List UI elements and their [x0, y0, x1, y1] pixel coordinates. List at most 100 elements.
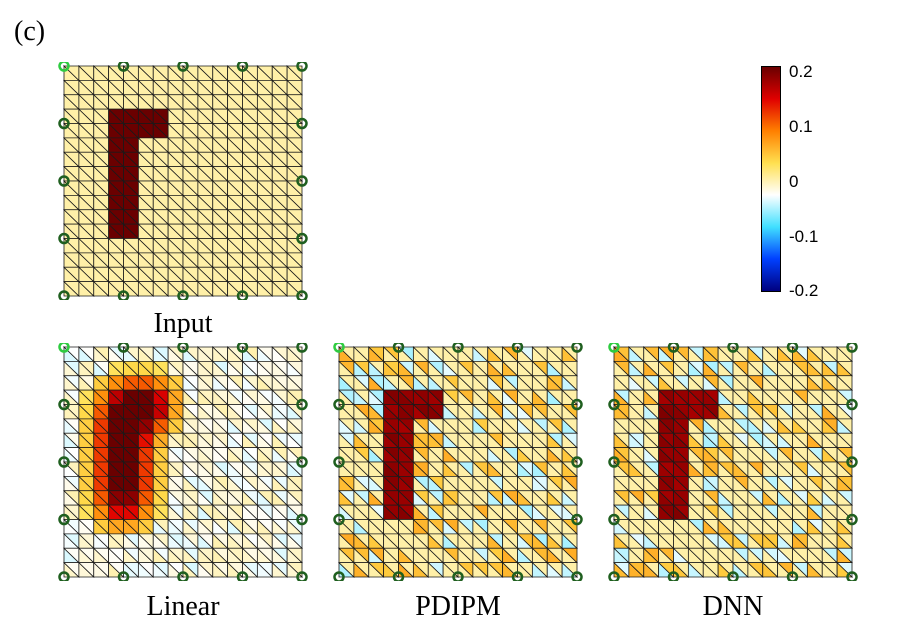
mesh-element: [836, 360, 853, 377]
electrode-icon: [846, 571, 858, 581]
mesh-element: [561, 418, 578, 435]
electrode-icon: [571, 398, 583, 411]
electrode-icon: [333, 343, 345, 353]
electrode-icon: [236, 343, 249, 353]
mesh-element: [286, 252, 303, 269]
mesh-element: [286, 194, 303, 211]
electrode-icon: [177, 343, 189, 353]
electrode-icon: [608, 571, 620, 581]
electrode-icon: [58, 343, 70, 353]
electrode-icon: [117, 571, 130, 581]
mesh-element: [836, 432, 853, 449]
panel-label: (c): [14, 16, 46, 47]
electrode-icon: [392, 343, 405, 353]
input-mesh: [58, 62, 308, 300]
electrode-icon: [571, 571, 583, 581]
electrode-icon: [58, 175, 70, 187]
mesh-element: [286, 360, 303, 377]
mesh-element: [286, 266, 303, 283]
electrode-icon: [296, 290, 308, 300]
electrode-icon: [333, 456, 345, 468]
electrode-icon: [846, 513, 858, 526]
input-title: Input: [153, 308, 213, 339]
electrode-icon: [846, 456, 858, 468]
mesh-element: [836, 418, 853, 435]
mesh-element: [561, 432, 578, 449]
electrode-icon: [117, 343, 130, 353]
electrode-icon: [452, 343, 464, 353]
mesh-element: [836, 490, 853, 507]
electrode-icon: [846, 398, 858, 411]
electrode-icon: [608, 398, 620, 411]
pdipm-title: PDIPM: [415, 591, 501, 622]
electrode-icon: [58, 117, 70, 130]
colorbar: [761, 66, 781, 292]
mesh-element: [561, 547, 578, 564]
mesh-element: [561, 533, 578, 550]
colorbar-tick-neg-0-1: -0.1: [789, 227, 819, 246]
mesh-element: [286, 490, 303, 507]
electrode-icon: [511, 343, 524, 353]
electrode-icon: [296, 175, 308, 187]
electrode-icon: [296, 232, 308, 245]
mesh-element: [286, 79, 303, 96]
dnn-title: DNN: [702, 591, 764, 622]
mesh-element: [836, 533, 853, 550]
electrode-icon: [177, 290, 189, 300]
electrode-icon: [296, 343, 308, 353]
colorbar-tick-neg-0-2: -0.2: [789, 281, 819, 300]
electrode-icon: [392, 571, 405, 581]
electrode-icon: [58, 398, 70, 411]
pdipm-mesh: [333, 343, 583, 581]
electrode-icon: [333, 513, 345, 526]
mesh-element: [286, 151, 303, 168]
mesh-element: [286, 209, 303, 226]
electrode-icon: [511, 571, 524, 581]
electrode-icon: [236, 571, 249, 581]
electrode-icon: [667, 343, 680, 353]
electrode-icon: [608, 343, 620, 353]
mesh-element: [286, 475, 303, 492]
mesh-element: [286, 547, 303, 564]
mesh-element: [286, 94, 303, 111]
electrode-icon: [667, 571, 680, 581]
mesh-element: [561, 360, 578, 377]
electrode-icon: [296, 117, 308, 130]
mesh-element: [836, 547, 853, 564]
mesh-element: [286, 418, 303, 435]
electrode-icon: [236, 62, 249, 72]
mesh-element: [836, 475, 853, 492]
electrode-icon: [571, 456, 583, 468]
mesh-element: [286, 137, 303, 154]
colorbar-tick-0: 0: [789, 172, 799, 191]
electrode-icon: [236, 290, 249, 300]
electrode-icon: [58, 62, 70, 72]
electrode-icon: [786, 343, 799, 353]
electrode-icon: [571, 343, 583, 353]
electrode-icon: [846, 343, 858, 353]
dnn-mesh: [608, 343, 858, 581]
electrode-icon: [58, 232, 70, 245]
electrode-icon: [786, 571, 799, 581]
electrode-icon: [608, 456, 620, 468]
mesh-element: [286, 375, 303, 392]
electrode-icon: [58, 571, 70, 581]
electrode-icon: [296, 456, 308, 468]
electrode-icon: [58, 290, 70, 300]
electrode-icon: [452, 571, 464, 581]
mesh-element: [561, 475, 578, 492]
linear-mesh: [58, 343, 308, 581]
electrode-icon: [296, 62, 308, 72]
linear-title: Linear: [146, 591, 220, 622]
electrode-icon: [296, 398, 308, 411]
electrode-icon: [117, 62, 130, 72]
electrode-icon: [571, 513, 583, 526]
electrode-icon: [333, 571, 345, 581]
electrode-icon: [608, 513, 620, 526]
electrode-icon: [296, 571, 308, 581]
mesh-element: [836, 375, 853, 392]
mesh-element: [286, 533, 303, 550]
electrode-icon: [727, 343, 739, 353]
electrode-icon: [727, 571, 739, 581]
electrode-icon: [58, 456, 70, 468]
